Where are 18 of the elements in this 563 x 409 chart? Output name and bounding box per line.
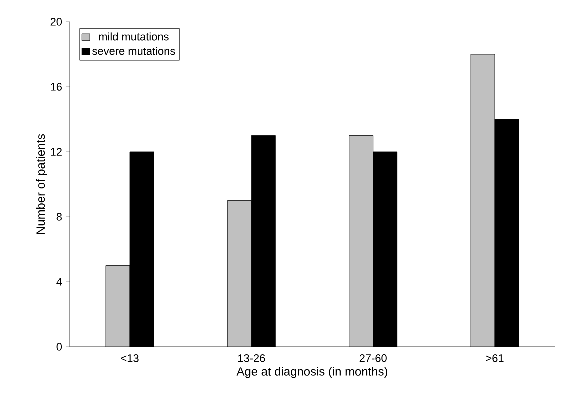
x-tick-label: >61 [486,354,504,362]
y-tick-label: 8 [56,213,62,221]
y-tick-label: 20 [50,18,62,26]
y-tick-label: 16 [51,83,62,91]
bar [349,136,374,347]
legend-label: mild mutations [99,32,169,41]
y-tick-label: 0 [56,343,62,351]
legend-label: severe mutations [92,47,176,56]
y-tick-label: 4 [56,278,62,286]
x-tick-label: 27-60 [360,354,387,362]
x-tick-label: 13-26 [238,354,266,362]
bar [470,54,496,347]
bar [228,200,252,347]
y-axis-title: Number of patients [36,134,48,234]
bar [106,266,130,347]
x-axis-title: Age at diagnosis (in months) [236,367,388,378]
y-tick-label: 12 [51,148,62,156]
x-tick-label: <13 [121,354,139,362]
